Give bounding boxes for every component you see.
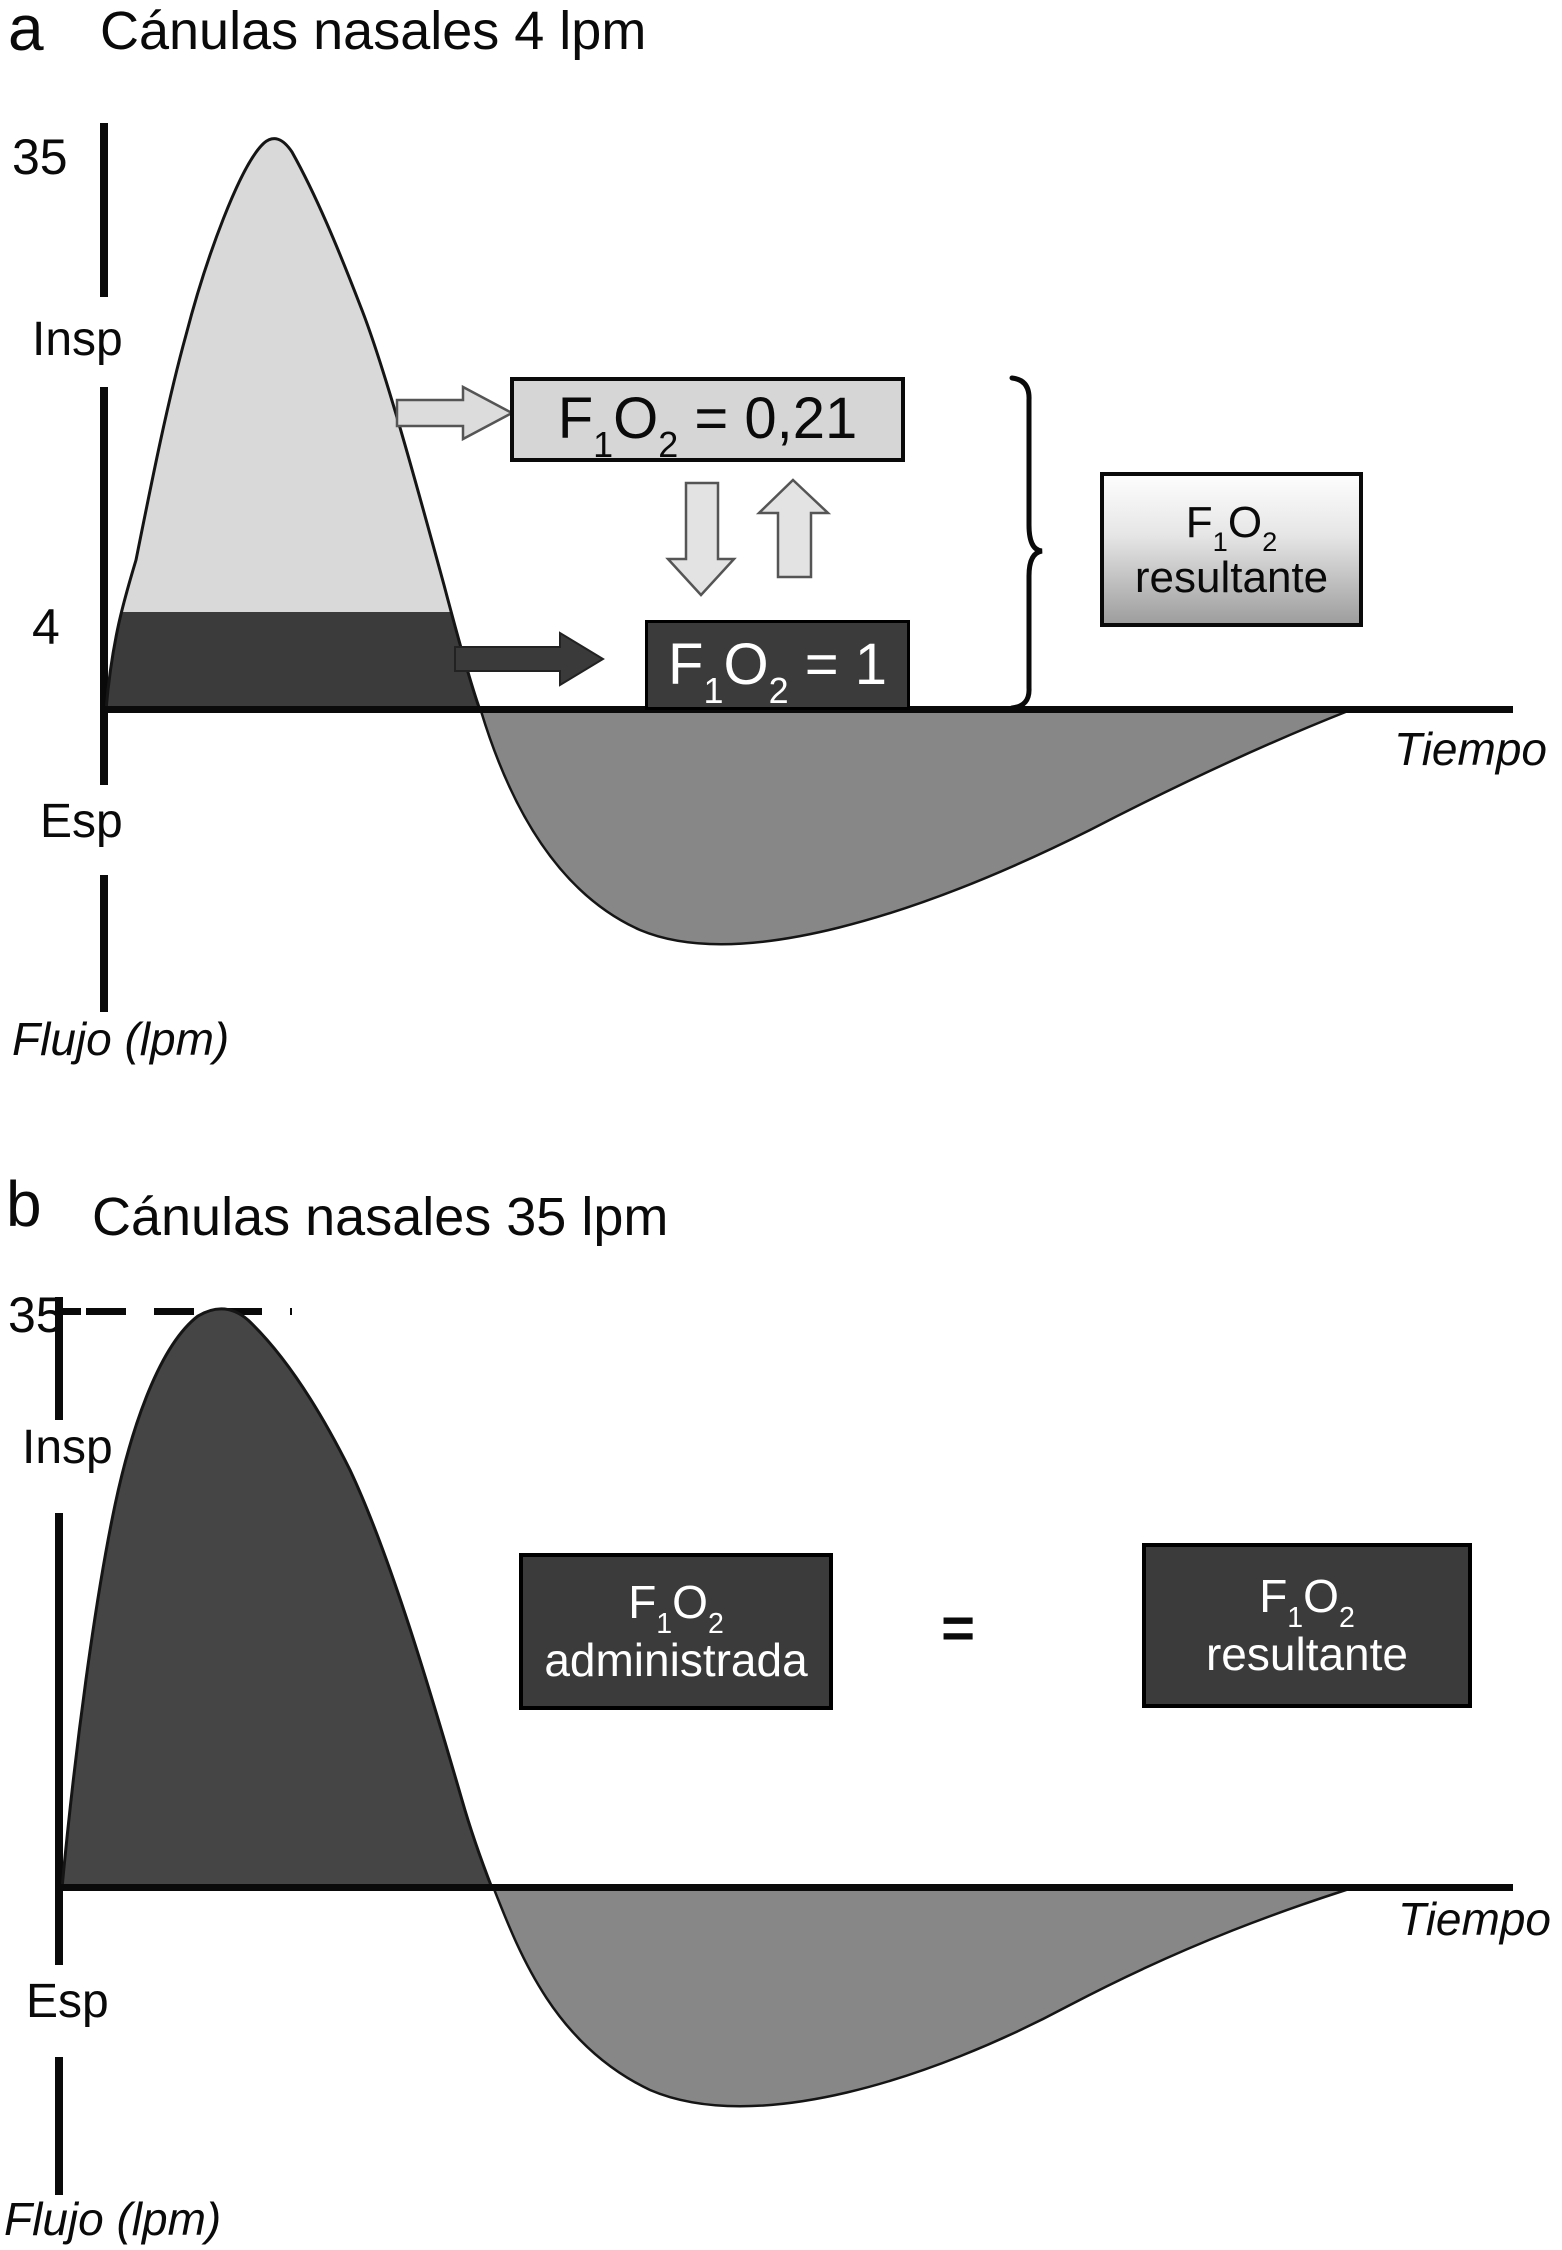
panel-b-35-tick: [63, 1308, 81, 1315]
panel-b-index: b: [6, 1168, 42, 1240]
panel-b-time-axis: [55, 1884, 1513, 1891]
brace-icon: [1009, 375, 1043, 711]
panel-a-title: Cánulas nasales 4 lpm: [100, 1, 647, 61]
room-air-right-arrow-icon: [395, 384, 515, 442]
panel-a-peak-flow-value: 35: [12, 129, 68, 185]
room-air-fio2-box: F1O2 = 0,21: [510, 377, 905, 466]
mix-up-arrow-icon: [755, 478, 832, 579]
panel-b-peak-flow-value: 35: [8, 1287, 64, 1343]
panel-b-insp-label: Insp: [22, 1421, 113, 1474]
panel-b-resultant-fio2-box: F1O2 resultante: [1142, 1543, 1472, 1708]
equals-sign: =: [941, 1596, 975, 1661]
panel-b-title: Cánulas nasales 35 lpm: [92, 1187, 669, 1247]
oxygen-fio2-box: F1O2 = 1: [645, 620, 910, 710]
panel-b-esp-label: Esp: [26, 1975, 109, 2028]
panel-a-y-axis-middle: [100, 387, 108, 785]
oxygen-fio2-formula: F1O2 = 1: [668, 631, 887, 711]
panel-b-expiration-curve: [492, 1887, 1350, 2108]
panel-b-y-axis-middle: [55, 1513, 63, 1965]
room-air-fio2-formula: F1O2 = 0,21: [557, 386, 858, 466]
panel-b-flow-axis-label: Flujo (lpm): [4, 2193, 222, 2245]
panel-a-index: a: [8, 0, 44, 64]
panel-b-inspiration-curve: [60, 1307, 495, 1890]
administered-fio2-box: F1O2 administrada: [519, 1553, 833, 1710]
panel-a-flow-axis-label: Flujo (lpm): [12, 1013, 230, 1065]
panel-b-y-axis-upper: [55, 1297, 63, 1420]
panel-a-time-axis-label: Tiempo: [1394, 723, 1547, 775]
panel-a-resultant-formula: F1O2: [1185, 497, 1278, 558]
panel-a-resultant-word: resultante: [1134, 552, 1329, 602]
panel-b-y-axis-lower: [55, 2057, 63, 2195]
panel-a-cannula-flow-band: [106, 612, 480, 711]
panel-a-inspiration-curve: [106, 138, 480, 711]
panel-a-resultant-fio2-box: F1O2 resultante: [1100, 472, 1363, 627]
panel-a-esp-label: Esp: [40, 795, 123, 848]
administered-formula: F1O2: [628, 1576, 724, 1641]
panel-a-insp-label: Insp: [32, 313, 123, 366]
panel-a-inspiration-outline: [104, 137, 482, 711]
panel-a-expiration-curve: [479, 709, 1349, 946]
panel-b-resultant-formula: F1O2: [1259, 1570, 1355, 1635]
panel-b-time-axis-label: Tiempo: [1398, 1893, 1551, 1945]
panel-a-cannula-flow-value: 4: [32, 599, 60, 655]
administered-word: administrada: [544, 1633, 808, 1686]
panel-a-y-axis-lower: [100, 875, 108, 1012]
oxygen-right-arrow-icon: [454, 631, 605, 687]
panel-a-y-axis-upper: [100, 123, 108, 297]
mix-down-arrow-icon: [665, 481, 737, 597]
panel-b-resultant-word: resultante: [1205, 1627, 1408, 1680]
